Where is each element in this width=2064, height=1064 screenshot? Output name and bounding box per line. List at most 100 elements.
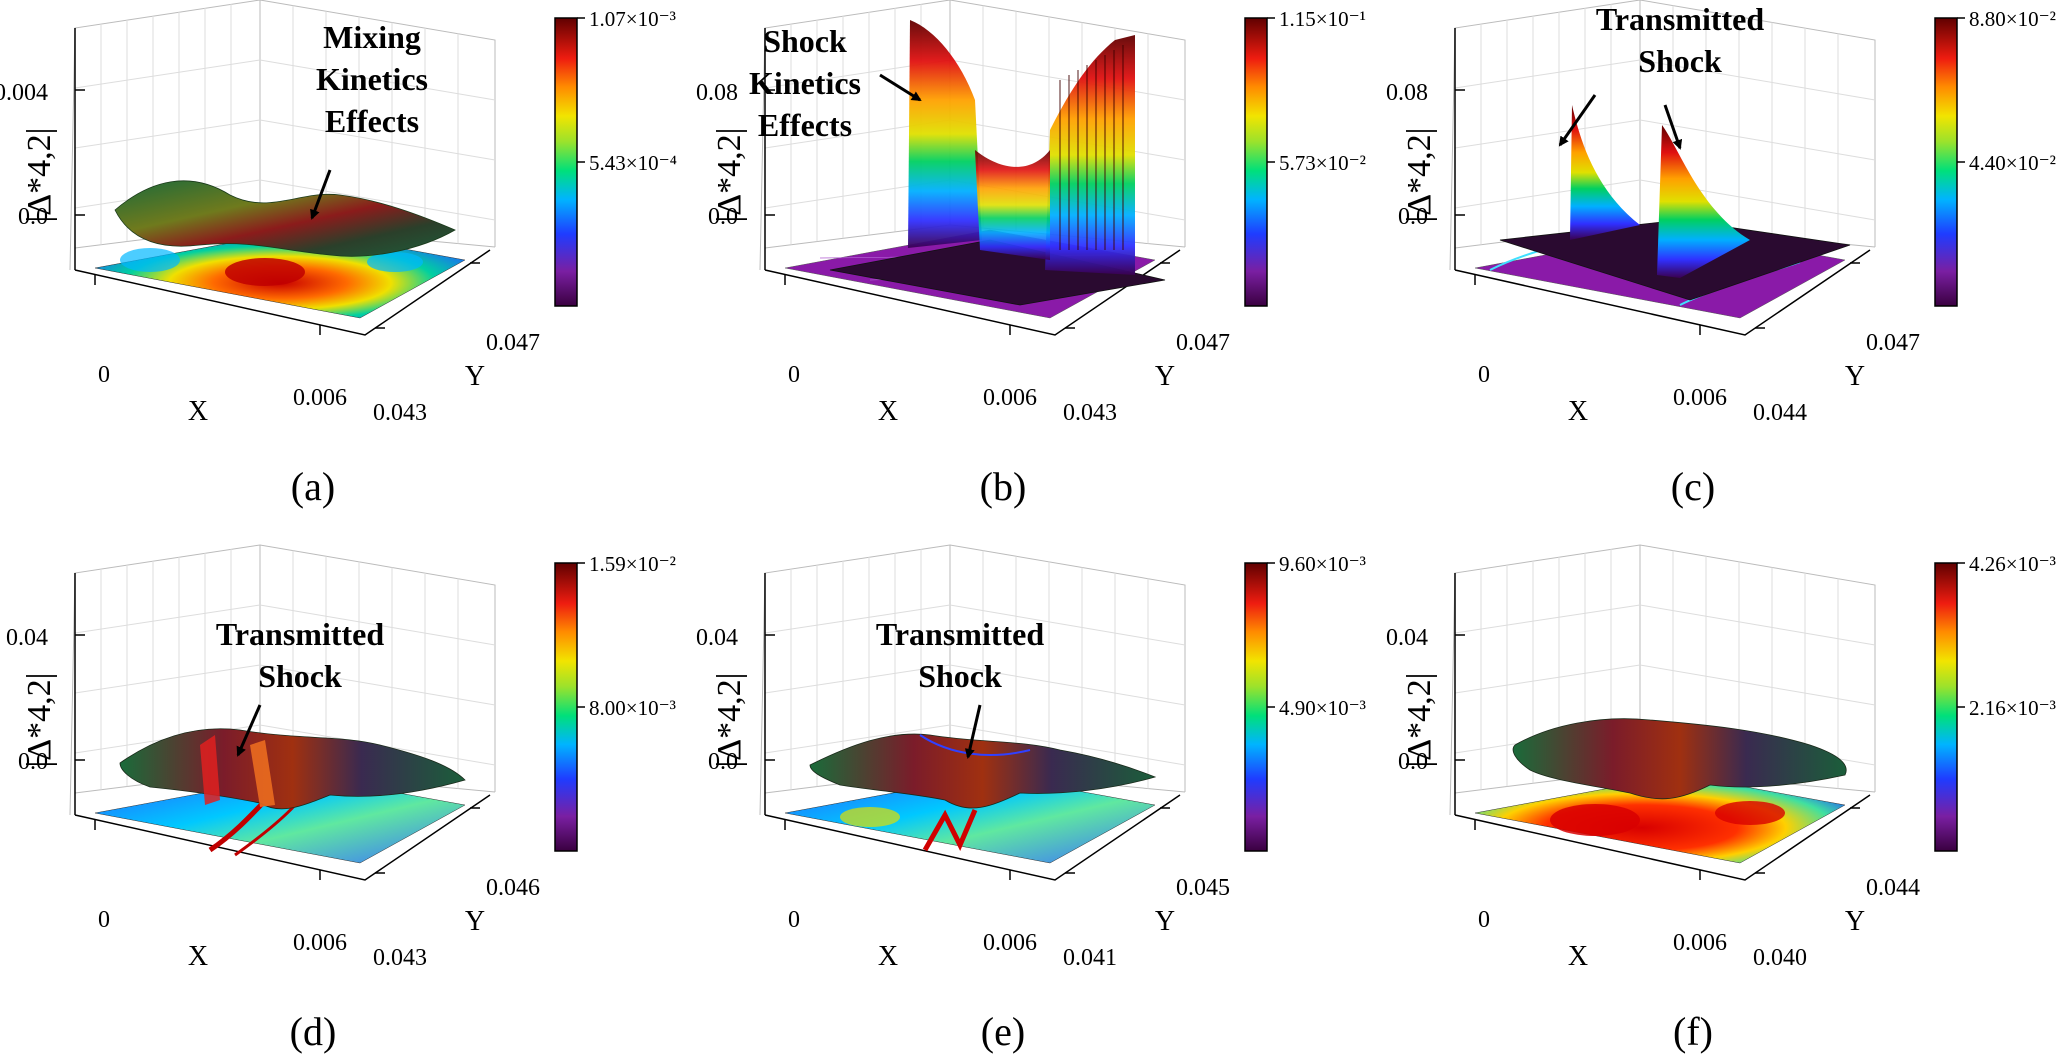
annotation-arrow [310,169,332,220]
annotation-text: Effects [758,107,852,143]
z-tick-label: 0.04 [6,625,48,651]
surface [829,20,1166,306]
x-axis-label: X [188,941,208,972]
colorbar-mid-label: 4.40×10⁻² [1969,151,2056,175]
panel-2: 1.15×10⁻¹ 5.73×10⁻² |Δ*4,2| 0.08 0.0 0 0.006 X 0… [696,0,1366,509]
x-tick-label: 0.006 [983,930,1037,956]
x-tick-label: 0 [1478,362,1490,388]
colorbar: 4.26×10⁻³ 2.16×10⁻³ [1934,552,2056,852]
z-tick-label: 0.08 [1386,80,1428,106]
x-tick-label: 0.006 [293,385,347,411]
y-tick-label: 0.047 [486,330,540,356]
z-axis-label: |Δ*4,2| [711,128,748,223]
surface [119,728,466,810]
colorbar-mid-label: 5.43×10⁻⁴ [589,151,677,175]
panel-label: (d) [290,1009,337,1054]
x-tick-label: 0 [788,907,800,933]
x-axis-label: X [1568,396,1588,427]
z-tick-label: 0.0 [708,204,738,230]
z-tick-label: 0.0 [18,204,48,230]
annotation-text: Transmitted [876,616,1044,652]
y-tick-label: 0.041 [1063,945,1117,971]
y-tick-label: 0.047 [1176,330,1230,356]
colorbar: 1.15×10⁻¹ 5.73×10⁻² [1244,7,1366,307]
annotation-text: Kinetics [749,65,861,101]
annotation-text: Shock [1638,43,1722,79]
x-axis-label: X [188,396,208,427]
z-axis-label: |Δ*4,2| [21,673,58,768]
x-axis-label: X [1568,941,1588,972]
x-tick-label: 0 [98,907,110,933]
panel-5: 9.60×10⁻³ 4.90×10⁻³ |Δ*4,2| 0.04 0.0 0 0.006 X 0… [696,544,1366,1054]
axes-box [69,544,496,881]
y-tick-label: 0.043 [1063,400,1117,426]
panel-label: (c) [1671,464,1715,509]
colorbar-max-label: 9.60×10⁻³ [1279,552,1366,576]
x-tick-label: 0.006 [1673,385,1727,411]
z-axis-label: |Δ*4,2| [1401,128,1438,223]
annotation-text: Effects [325,103,419,139]
colorbar-max-label: 1.15×10⁻¹ [1279,7,1366,31]
y-tick-label: 0.047 [1866,330,1920,356]
panel-1: 1.07×10⁻³ 5.43×10⁻⁴ |Δ*4,2| 0.004 0.0 0 0.006 X… [0,0,677,509]
annotation-arrow [1663,104,1683,150]
y-axis-label: Y [465,361,485,392]
z-tick-label: 0.08 [696,80,738,106]
panel-label: (a) [291,464,335,509]
axes-box [1449,0,1876,336]
z-tick-label: 0.0 [18,749,48,775]
annotation: Shock Kinetics Effects [749,23,922,143]
y-axis-label: Y [1845,906,1865,937]
annotation-text: Transmitted [216,616,384,652]
annotation-text: Shock [258,658,342,694]
colorbar: 1.07×10⁻³ 5.43×10⁻⁴ [554,7,677,307]
z-tick-label: 0.0 [708,749,738,775]
annotation-text: Transmitted [1596,1,1764,37]
colorbar-mid-label: 4.90×10⁻³ [1279,696,1366,720]
y-tick-label: 0.044 [1866,875,1920,901]
y-tick-label: 0.044 [1753,400,1807,426]
colorbar-max-label: 1.59×10⁻² [589,552,676,576]
z-axis-label: |Δ*4,2| [1401,673,1438,768]
panel-3: 8.80×10⁻² 4.40×10⁻² |Δ*4,2| 0.08 0.0 0 0.006 X 0… [1386,0,2056,509]
y-axis-label: Y [465,906,485,937]
colorbar-max-label: 8.80×10⁻² [1969,7,2056,31]
colorbar-mid-label: 2.16×10⁻³ [1969,696,2056,720]
x-tick-label: 0 [1478,907,1490,933]
panel-4: 1.59×10⁻² 8.00×10⁻³ |Δ*4,2| 0.04 0.0 0 0.006 X 0… [6,544,676,1054]
x-tick-label: 0 [98,362,110,388]
colorbar-mid-label: 8.00×10⁻³ [589,696,676,720]
z-axis-label: |Δ*4,2| [711,673,748,768]
annotation-arrow [1558,94,1597,147]
annotation: Transmitted Shock [1558,1,1764,150]
z-tick-label: 0.004 [0,80,48,106]
annotation: Transmitted Shock [216,616,384,757]
colorbar: 9.60×10⁻³ 4.90×10⁻³ [1244,552,1366,852]
axes-box [1449,544,1876,881]
x-tick-label: 0 [788,362,800,388]
contour-floor [1474,774,1846,864]
z-tick-label: 0.04 [1386,625,1428,651]
annotation-text: Mixing [323,19,421,55]
x-tick-label: 0.006 [1673,930,1727,956]
y-tick-label: 0.045 [1176,875,1230,901]
surface [1512,718,1847,800]
x-tick-label: 0.006 [293,930,347,956]
x-tick-label: 0.006 [983,385,1037,411]
annotation-text: Shock [918,658,1002,694]
panel-label: (f) [1673,1009,1713,1054]
y-tick-label: 0.040 [1753,945,1807,971]
z-tick-label: 0.04 [696,625,738,651]
y-tick-label: 0.046 [486,875,540,901]
z-axis-label: |Δ*4,2| [21,128,58,223]
y-axis-label: Y [1155,906,1175,937]
y-axis-label: Y [1845,361,1865,392]
annotation-text: Kinetics [316,61,428,97]
panel-label: (b) [980,464,1027,509]
annotation: Transmitted Shock [876,616,1044,759]
panel-6: 4.26×10⁻³ 2.16×10⁻³ |Δ*4,2| 0.04 0.0 0 0.006 X 0… [1386,544,2056,1054]
z-tick-label: 0.0 [1398,749,1428,775]
annotation-arrow [964,704,982,759]
panel-label: (e) [981,1009,1025,1054]
